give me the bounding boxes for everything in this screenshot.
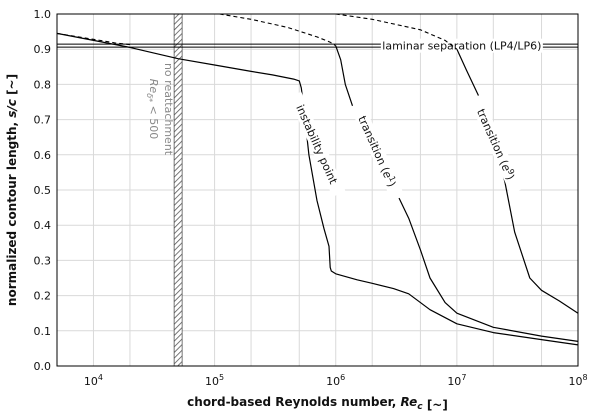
y-tick-label: 1.0 xyxy=(34,8,52,21)
no-reattachment-line2: Reδ* < 500 xyxy=(145,79,160,140)
y-tick-label: 0.3 xyxy=(34,254,52,267)
y-tick-label: 0.7 xyxy=(34,114,52,127)
laminar-separation-label: laminar separation (LP4/LP6) xyxy=(382,40,541,53)
dashed-curve-1 xyxy=(56,32,130,46)
no-reattachment-line1: no reattachment xyxy=(162,63,175,156)
curve-label-3: transition (e9) xyxy=(468,94,524,195)
curve-labels: instability point transition (e1) transiti… xyxy=(288,91,524,202)
curve-label-text: instability point xyxy=(293,103,340,187)
y-tick-label: 0.9 xyxy=(34,43,52,56)
plot-frame xyxy=(56,13,579,367)
y-axis-label: normalized contour length, s/c [~] xyxy=(5,74,19,306)
y-tick-label: 0.4 xyxy=(34,219,52,232)
curve-label-text: transition (e1) xyxy=(355,114,399,189)
laminar-separation-label-bg xyxy=(380,38,543,53)
curve-2 xyxy=(335,45,579,342)
curve-label-2: transition (e1) xyxy=(349,101,405,202)
x-tick-label: 105 xyxy=(205,373,224,388)
x-axis-label: chord-based Reynolds number, Rec [~] xyxy=(187,395,448,412)
laminar-separation-line: laminar separation (LP4/LP6) xyxy=(57,38,578,53)
y-tick-labels: 0.0 0.1 0.2 0.3 0.4 0.5 0.6 0.7 0.8 0.9 1.0 xyxy=(34,8,52,373)
curve-label-bg xyxy=(468,94,524,195)
x-tick-labels: 104 105 106 107 108 xyxy=(84,373,588,388)
grid xyxy=(57,13,579,367)
dashed-curve-3 xyxy=(335,13,458,50)
curve-label-bg xyxy=(349,101,405,202)
curves xyxy=(56,13,579,346)
curve-label-text: transition (e9) xyxy=(474,107,518,182)
x-tick-label: 104 xyxy=(84,373,103,388)
y-tick-label: 0.6 xyxy=(34,149,52,162)
dashed-curve-2 xyxy=(219,13,336,47)
y-tick-label: 0.5 xyxy=(34,184,52,197)
y-tick-label: 0.0 xyxy=(34,360,52,373)
curve-label-1: instability point xyxy=(288,91,346,197)
y-tick-label: 0.2 xyxy=(34,290,52,303)
curve-1 xyxy=(56,32,579,346)
y-tick-label: 0.8 xyxy=(34,78,52,91)
y-tick-label: 0.1 xyxy=(34,325,52,338)
x-tick-label: 106 xyxy=(326,373,345,388)
x-tick-label: 108 xyxy=(568,373,587,388)
x-tick-label: 107 xyxy=(447,373,466,388)
curve-3 xyxy=(456,48,579,314)
curve-label-bg xyxy=(288,91,346,197)
